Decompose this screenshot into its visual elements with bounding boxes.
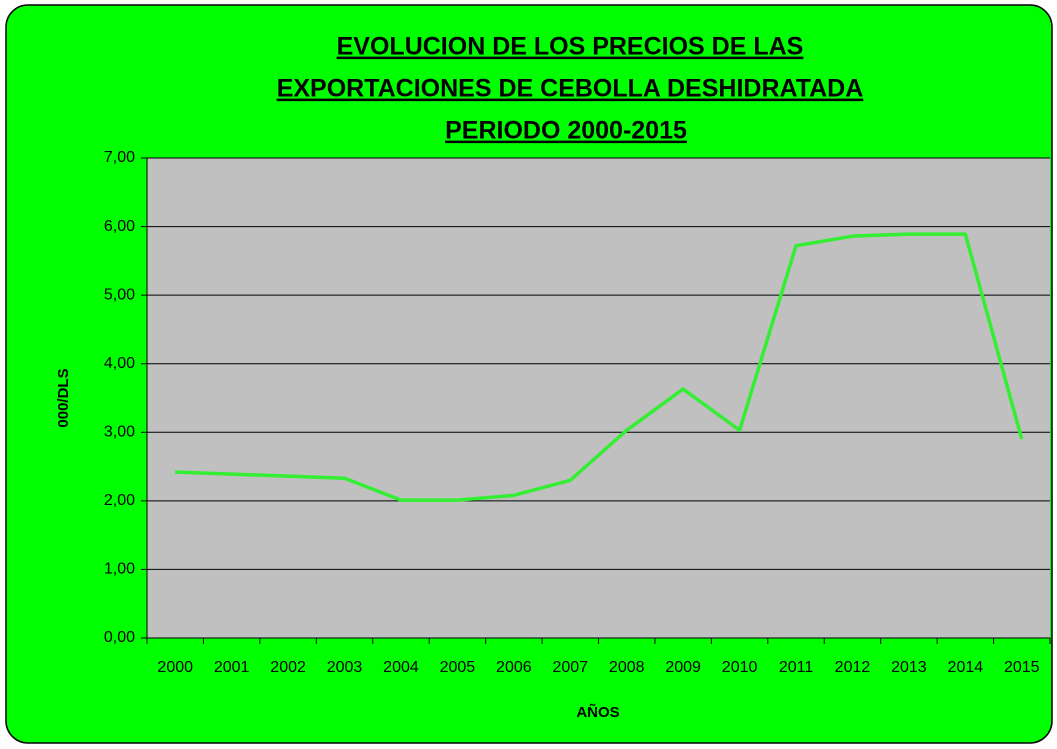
x-tick-label: 2002 <box>270 659 306 676</box>
y-tick-label: 2,00 <box>104 492 135 509</box>
x-tick-label: 2004 <box>383 659 419 676</box>
chart-title: PERIODO 2000-2015 <box>445 117 687 145</box>
x-tick-label: 2011 <box>779 659 814 676</box>
plot-area <box>147 158 1050 638</box>
line-series <box>175 232 1024 502</box>
x-tick-label: 2009 <box>665 659 701 676</box>
x-tick-label: 2008 <box>609 659 645 676</box>
y-tick-label: 7,00 <box>104 149 135 166</box>
y-tick-label: 3,00 <box>104 424 135 441</box>
x-tick-label: 2001 <box>214 659 250 676</box>
y-tick-label: 0,00 <box>104 629 135 646</box>
chart-title: EXPORTACIONES DE CEBOLLA DESHIDRATADA <box>277 75 864 103</box>
x-tick-label: 2013 <box>891 659 927 676</box>
x-tick-label: 2006 <box>496 659 532 676</box>
y-tick-label: 6,00 <box>104 218 135 235</box>
x-tick-label: 2010 <box>722 659 758 676</box>
x-tick-label: 2005 <box>440 659 476 676</box>
y-tick-label: 4,00 <box>104 355 135 372</box>
x-tick-label: 2007 <box>552 659 588 676</box>
x-tick-label: 2014 <box>948 659 984 676</box>
y-tick-label: 1,00 <box>104 561 135 578</box>
x-axis-label: AÑOS <box>576 703 619 721</box>
x-tick-label: 2000 <box>157 659 193 676</box>
y-axis-label: 000/DLS <box>55 368 72 427</box>
chart-title: EVOLUCION DE LOS PRECIOS DE LAS <box>337 33 804 61</box>
x-tick-label: 2012 <box>835 659 871 676</box>
x-tick-label: 2015 <box>1004 659 1040 676</box>
y-tick-label: 5,00 <box>104 286 135 303</box>
x-tick-label: 2003 <box>327 659 363 676</box>
